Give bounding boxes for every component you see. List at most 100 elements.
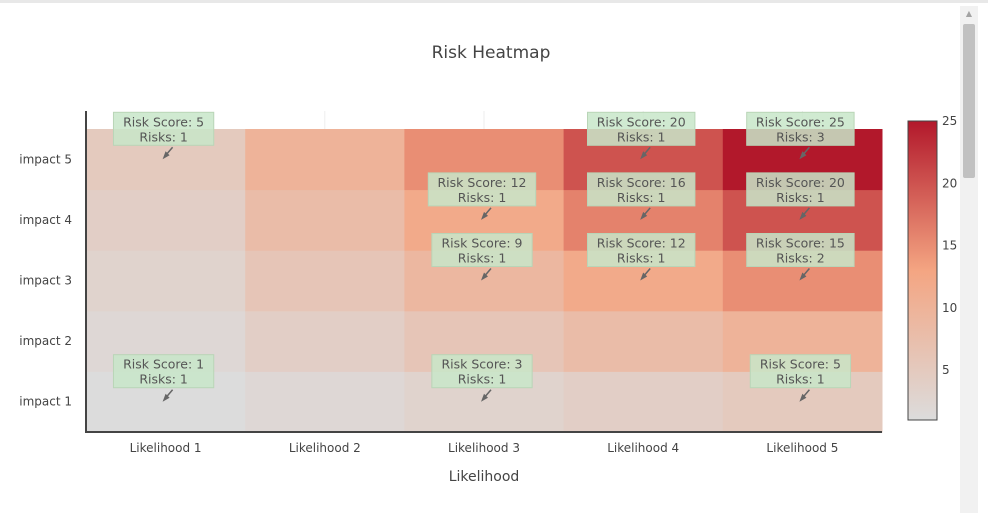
risk-heatmap-chart: Risk Heatmap Likelihood 1 Likelihood 2 Lik…: [19, 43, 957, 485]
heatmap-cell: [563, 310, 724, 372]
annotation-risks-text: Risks: 1: [617, 190, 666, 205]
annotation-arrow: [484, 268, 492, 276]
annotation-risks-text: Risks: 1: [617, 129, 666, 144]
annotation-arrow: [643, 207, 651, 216]
heatmap-cell: [245, 371, 405, 433]
annotation-box: [431, 354, 533, 389]
colorbar-tick-label: 25: [942, 114, 957, 128]
colorbar-tick-label: 10: [942, 301, 957, 315]
x-tick-label: Likelihood 5: [766, 441, 838, 455]
annotation-arrowhead: [640, 211, 648, 220]
annotation-box: [112, 111, 215, 146]
annotation-box: [587, 172, 696, 207]
annotation-arrowhead: [162, 151, 170, 160]
annotation-score-text: Risk Score: 1: [123, 357, 204, 372]
annotation-box: [746, 172, 855, 207]
annotation-arrow: [166, 146, 174, 155]
annotation-arrowhead: [640, 151, 648, 160]
annotation-arrowhead: [799, 151, 807, 160]
annotation-score-text: Risk Score: 5: [760, 357, 841, 372]
annotation-box: [749, 354, 852, 389]
annotation-score-text: Risk Score: 20: [756, 175, 845, 190]
annotation-arrow: [484, 389, 492, 398]
annotation-arrow: [802, 207, 810, 216]
annotation-arrowhead: [481, 272, 488, 281]
annotation-score-text: Risk Score: 20: [597, 114, 686, 129]
scroll-thumb[interactable]: [963, 24, 975, 178]
colorbar-gradient: [907, 120, 938, 421]
annotation-risks-text: Risks: 1: [776, 190, 825, 205]
y-tick-labels: impact 1 impact 2 impact 3 impact 4 impact 5: [19, 152, 72, 408]
annotation-risks-text: Risks: 1: [458, 190, 507, 205]
annotation-box: [112, 354, 215, 389]
annotation-box: [431, 233, 533, 267]
chart-title: Risk Heatmap: [432, 43, 551, 63]
heatmap-cell: [245, 250, 405, 312]
annotation-box: [746, 111, 855, 146]
x-tick-label: Likelihood 2: [289, 441, 361, 455]
annotation-arrow: [166, 389, 174, 398]
annotation-risks-text: Risks: 1: [139, 372, 188, 387]
annotation-risks-text: Risks: 1: [458, 372, 507, 387]
x-tick-label: Likelihood 3: [448, 441, 520, 455]
annotation-box: [746, 233, 855, 267]
annotation-risks-text: Risks: 1: [617, 251, 666, 266]
y-tick-label: impact 1: [19, 395, 72, 409]
colorbar-tick-label: 5: [942, 363, 950, 377]
annotation-box: [427, 172, 537, 207]
annotation-arrowhead: [799, 272, 807, 281]
annotation-score-text: Risk Score: 9: [441, 236, 522, 251]
annotation-risks-text: Risks: 1: [776, 372, 825, 387]
heatmap-cell: [86, 250, 246, 312]
y-tick-label: impact 3: [19, 274, 72, 288]
scroll-up-arrow-icon[interactable]: ▲: [965, 9, 973, 18]
annotation-score-text: Risk Score: 15: [756, 236, 845, 251]
annotation-arrow: [484, 207, 492, 216]
annotation-score-text: Risk Score: 12: [438, 175, 527, 190]
annotation-arrowhead: [640, 272, 648, 281]
annotation-arrow: [643, 146, 651, 155]
x-tick-label: Likelihood 1: [130, 441, 202, 455]
heatmap-cell: [245, 310, 405, 372]
colorbar-tick-label: 15: [942, 239, 957, 253]
x-tick-label: Likelihood 4: [607, 441, 679, 455]
annotation-arrowhead: [799, 211, 807, 220]
y-tick-label: impact 2: [19, 334, 72, 348]
annotation-score-text: Risk Score: 3: [441, 357, 522, 372]
annotation-arrow: [643, 268, 651, 276]
annotation-risks-text: Risks: 1: [139, 129, 188, 144]
annotation-score-text: Risk Score: 5: [123, 114, 204, 129]
annotation-arrowhead: [481, 211, 488, 220]
y-tick-label: impact 5: [19, 152, 72, 166]
annotation-arrowhead: [481, 393, 488, 402]
y-tick-label: impact 4: [19, 213, 72, 227]
x-axis-title: Likelihood: [449, 469, 520, 485]
heatmap-cell: [563, 371, 724, 433]
heatmap-cell: [86, 189, 246, 251]
annotation-box: [587, 111, 696, 146]
annotation-risks-text: Risks: 2: [776, 251, 825, 266]
annotation-arrow: [802, 268, 810, 276]
x-tick-labels: Likelihood 1 Likelihood 2 Likelihood 3 Like…: [130, 441, 839, 455]
colorbar-tick-label: 20: [942, 176, 957, 190]
annotation-risks-text: Risks: 3: [776, 129, 825, 144]
vertical-scrollbar[interactable]: ▲: [960, 6, 978, 513]
annotation-arrowhead: [799, 393, 807, 402]
annotation-arrow: [802, 146, 810, 155]
annotation-risks-text: Risks: 1: [458, 251, 507, 266]
annotation-arrowhead: [162, 393, 170, 402]
annotation-box: [587, 233, 696, 267]
